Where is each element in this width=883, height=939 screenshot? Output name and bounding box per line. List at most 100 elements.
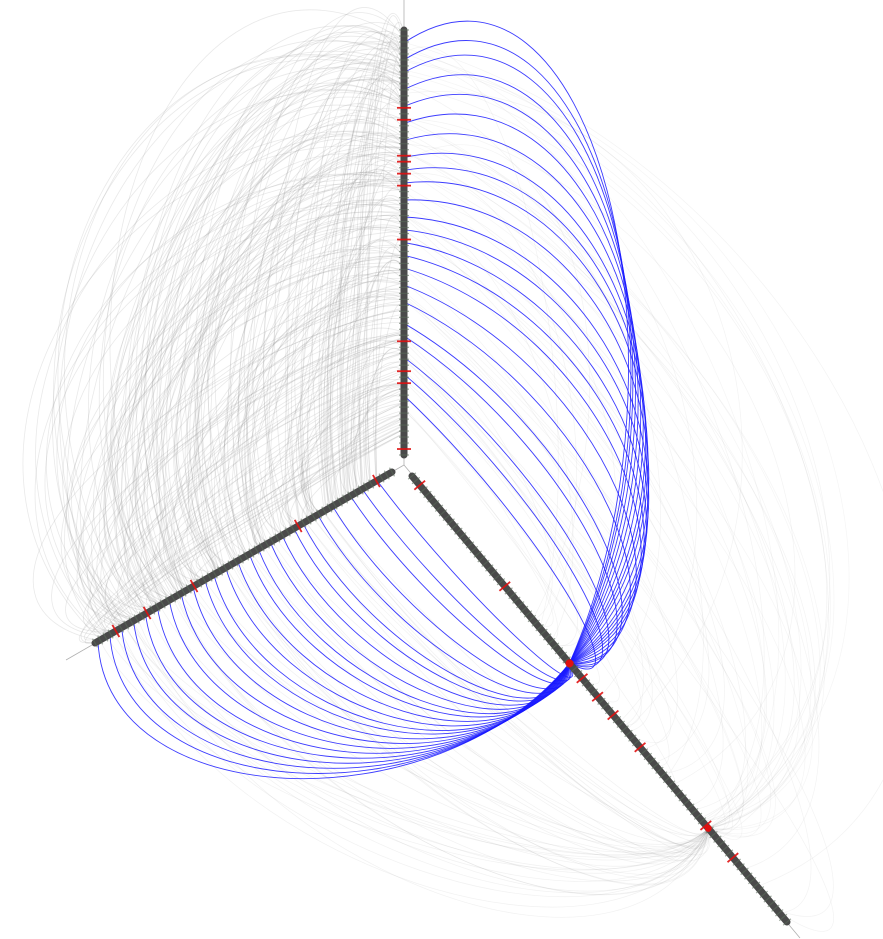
edge-top-left bbox=[307, 154, 405, 517]
node-marker bbox=[175, 590, 182, 600]
edge-top-left bbox=[232, 296, 405, 545]
node-marker bbox=[253, 545, 260, 555]
edge-highlight-top bbox=[403, 254, 645, 664]
node-marker bbox=[771, 904, 780, 912]
edge-highlight-top bbox=[403, 113, 642, 664]
node-marker bbox=[550, 642, 560, 650]
edge-top-left bbox=[350, 340, 405, 492]
edge-top-left bbox=[329, 240, 405, 502]
node-marker bbox=[133, 614, 140, 624]
edge-top-left bbox=[301, 169, 405, 518]
edge-top-left bbox=[79, 48, 405, 636]
edge-top-left bbox=[249, 292, 405, 546]
edge-top-left bbox=[121, 108, 405, 614]
edge-top-left bbox=[105, 255, 405, 607]
edge-top-left bbox=[301, 340, 405, 515]
edge-top-left bbox=[245, 272, 405, 549]
edge-top-left bbox=[352, 395, 405, 491]
node-marker bbox=[693, 812, 703, 820]
edge-top-left bbox=[196, 62, 405, 572]
edge-top-right-low bbox=[403, 69, 835, 829]
edge-top-right bbox=[403, 53, 765, 826]
node-marker bbox=[624, 729, 633, 738]
edge-top-left bbox=[60, 270, 405, 629]
node-marker bbox=[655, 766, 664, 774]
edge-top-left bbox=[348, 389, 405, 495]
node-marker bbox=[232, 557, 239, 567]
edge-top-left bbox=[195, 419, 405, 572]
edge-left-right bbox=[124, 626, 709, 856]
node-marker bbox=[149, 605, 156, 615]
node-marker bbox=[438, 509, 448, 517]
edge-top-left bbox=[284, 304, 405, 528]
node-marker bbox=[352, 488, 359, 498]
edge-left-right bbox=[233, 563, 709, 886]
edge-highlight-left bbox=[350, 495, 571, 685]
edge-top-left bbox=[354, 383, 405, 492]
edge-top-left bbox=[134, 412, 405, 608]
node-marker bbox=[604, 706, 614, 715]
edge-top-left bbox=[338, 47, 405, 499]
edge-top-right-low bbox=[403, 213, 813, 829]
edge-top-left bbox=[84, 428, 405, 644]
edge-top-left bbox=[359, 246, 405, 489]
edge-left-right bbox=[125, 625, 709, 882]
edge-top-left bbox=[375, 240, 405, 481]
edge-left-right bbox=[234, 562, 709, 879]
edge-top-left bbox=[109, 9, 405, 601]
node-marker bbox=[458, 532, 467, 540]
edge-top-left bbox=[35, 130, 405, 636]
edge-highlight-top bbox=[403, 54, 634, 664]
edge-top-left bbox=[236, 290, 405, 547]
node-marker bbox=[450, 522, 459, 531]
edge-top-left bbox=[124, 35, 405, 605]
edge-top-left bbox=[326, 195, 405, 507]
node-marker bbox=[446, 518, 455, 526]
edge-top-left bbox=[331, 198, 405, 504]
node-marker bbox=[347, 491, 354, 501]
node-marker bbox=[481, 559, 490, 568]
node-marker bbox=[164, 596, 171, 606]
node-marker bbox=[388, 467, 396, 477]
edge-top-left bbox=[322, 215, 405, 508]
edge-top-left bbox=[151, 351, 405, 599]
edge-top-left bbox=[59, 50, 405, 629]
node-marker bbox=[170, 593, 177, 603]
edge-highlight-top bbox=[403, 152, 646, 664]
edge-top-left bbox=[249, 255, 405, 545]
edge-top-right-low bbox=[403, 122, 802, 829]
edge-top-left bbox=[110, 424, 405, 625]
edge-top-left bbox=[374, 303, 405, 482]
node-marker bbox=[755, 886, 765, 894]
edge-top-left bbox=[300, 383, 405, 516]
node-marker bbox=[91, 638, 99, 648]
edge-top-right-low bbox=[403, 151, 812, 829]
node-marker bbox=[632, 739, 641, 747]
node-marker bbox=[407, 472, 417, 480]
node-marker bbox=[362, 482, 369, 492]
nodes bbox=[91, 29, 792, 926]
node-marker bbox=[488, 568, 498, 577]
edge-top-left bbox=[78, 417, 405, 643]
edge-top-left bbox=[264, 288, 405, 537]
edge-top-left bbox=[103, 62, 405, 621]
edge-top-left bbox=[286, 347, 405, 520]
edge-top-right bbox=[403, 406, 676, 786]
edge-top-left bbox=[187, 321, 405, 566]
node-marker bbox=[666, 780, 676, 788]
edge-top-left bbox=[195, 41, 405, 574]
edge-top-left bbox=[323, 59, 405, 509]
node-marker bbox=[492, 573, 502, 581]
edge-left-right bbox=[112, 632, 709, 856]
edge-top-left bbox=[113, 135, 405, 603]
edge-top-right-low bbox=[403, 59, 850, 829]
node-marker bbox=[531, 619, 540, 627]
edge-top-left bbox=[205, 335, 405, 556]
edge-top-left bbox=[274, 7, 405, 531]
edge-top-left bbox=[62, 211, 405, 621]
edge-top-left bbox=[102, 39, 405, 607]
edge-top-left bbox=[178, 352, 405, 586]
edge-top-left bbox=[227, 41, 405, 559]
node-marker-red bbox=[634, 742, 647, 753]
